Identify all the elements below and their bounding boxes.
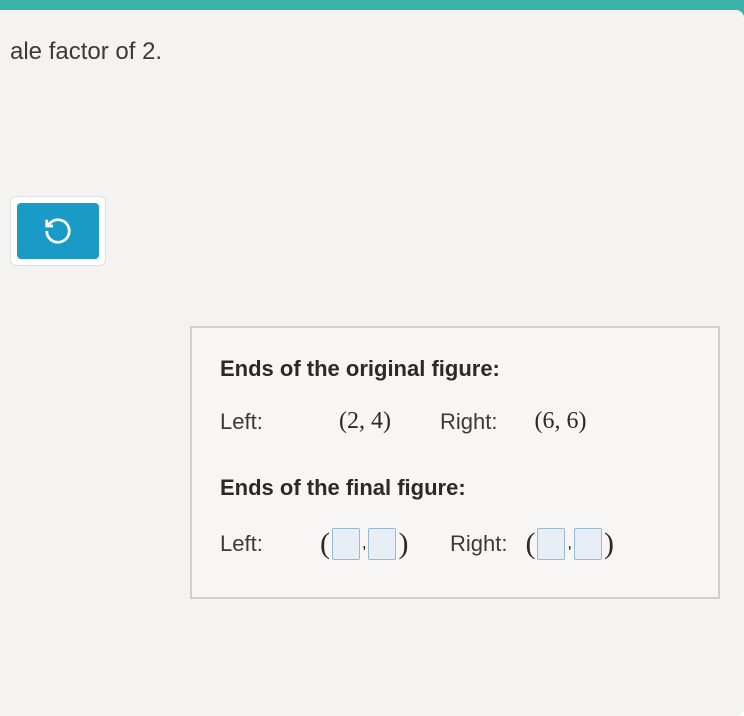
- comma: ,: [362, 535, 366, 553]
- comma: ,: [567, 535, 571, 553]
- original-left-value: (2, 4): [320, 408, 410, 435]
- paren-close: ): [604, 527, 614, 561]
- final-right-label: Right:: [450, 531, 507, 557]
- reset-button[interactable]: [17, 203, 99, 259]
- reset-button-container: [10, 196, 106, 266]
- reset-icon: [43, 216, 73, 246]
- final-left-inputs: ( , ): [320, 527, 420, 561]
- final-row: Left: ( , ) Right: ( , ): [220, 527, 690, 561]
- final-title: Ends of the final figure:: [220, 475, 690, 501]
- paren-open: (: [320, 527, 330, 561]
- question-text: ale factor of 2.: [10, 38, 720, 66]
- final-left-y-input[interactable]: [368, 528, 396, 560]
- original-row: Left: (2, 4) Right: (6, 6): [220, 408, 690, 435]
- original-left-label: Left:: [220, 409, 310, 435]
- final-left-x-input[interactable]: [332, 528, 360, 560]
- paren-open: (: [525, 527, 535, 561]
- final-right-inputs: ( , ): [525, 527, 625, 561]
- final-right-x-input[interactable]: [537, 528, 565, 560]
- coordinates-panel: Ends of the original figure: Left: (2, 4…: [190, 326, 720, 599]
- original-right-value: (6, 6): [515, 408, 605, 435]
- final-right-y-input[interactable]: [574, 528, 602, 560]
- page-container: ale factor of 2. Ends of the original fi…: [0, 10, 744, 716]
- paren-close: ): [398, 527, 408, 561]
- final-left-label: Left:: [220, 531, 310, 557]
- original-title: Ends of the original figure:: [220, 356, 690, 382]
- original-right-label: Right:: [440, 409, 497, 435]
